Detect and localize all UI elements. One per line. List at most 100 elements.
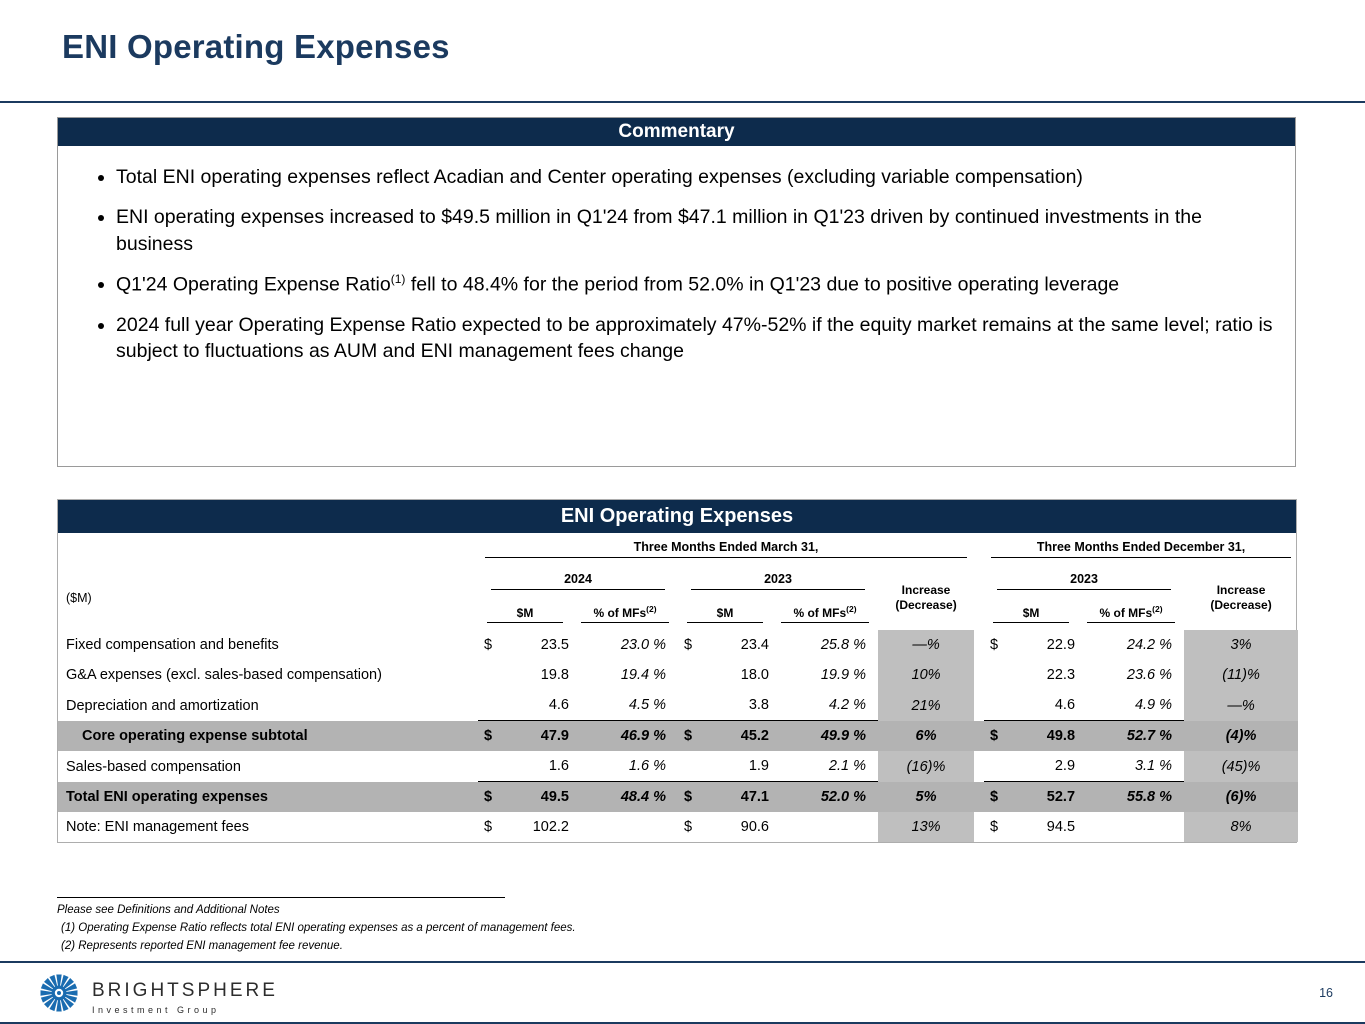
cell-dollar-sign: $ [478,781,502,812]
pct-col-header: % of MFs(2) [572,597,678,630]
eni-expenses-table: Three Months Ended March 31, Three Month… [58,533,1299,842]
cell-dollar-sign: $ [984,720,1009,751]
cell-value: 23.4 [740,637,769,653]
table-row-subtotal: Core operating expense subtotal $ 47.9 4… [58,720,1299,751]
cell-value: 4.6 [502,690,572,721]
cell-value: 3.8 [702,690,772,721]
dollar-col-header: $M [678,597,772,630]
cell-dollar-sign [678,690,702,721]
footer-divider-top [0,961,1365,963]
col-group-march: Three Months Ended March 31, [478,533,974,565]
increase-decrease-header-december: Increase (Decrease) [1210,582,1272,612]
year-header-2023-march: 2023 [678,565,878,597]
cell-dollar-sign: $ [684,819,693,835]
cell-dollar-sign [984,751,1009,782]
cell-percent: 4.9 % [1078,690,1185,721]
cell-increase: 21% [878,690,975,721]
table-row: G&A expenses (excl. sales-based compensa… [58,660,1299,690]
cell-dollar-sign [678,660,702,690]
table-row-total: Total ENI operating expenses $ 49.5 48.4… [58,781,1299,812]
cell-increase: 10% [878,660,975,690]
cell-dollar-sign: $ [478,720,502,751]
cell-percent: 48.4 % [572,781,678,812]
brand-name: BRIGHTSPHERE [92,980,278,1001]
cell-percent [1078,812,1184,842]
cell-percent [772,812,878,842]
cell-percent: 46.9 % [572,720,678,751]
row-label: G&A expenses (excl. sales-based compensa… [66,667,382,683]
cell-increase: 6% [878,720,975,751]
cell-spacer [974,781,985,812]
cell-dollar-sign: $ [678,781,702,812]
cell-dollar-sign [678,751,702,782]
row-label: Note: ENI management fees [66,819,249,835]
bullet-item: Q1'24 Operating Expense Ratio(1) fell to… [116,271,1295,298]
row-label: Fixed compensation and benefits [66,637,279,653]
cell-percent: 1.6 % [572,751,678,782]
cell-value: 19.8 [540,667,569,683]
year-header-2024-march: 2024 [478,565,678,597]
cell-increase: 5% [878,781,975,812]
cell-percent: 3.1 % [1078,751,1185,782]
cell-percent: 23.6 % [1126,667,1173,683]
cell-percent [572,812,678,842]
dollar-col-header: $M [478,597,572,630]
brand-block: BRIGHTSPHERE Investment Group [92,980,278,1015]
cell-percent: 23.0 % [620,637,666,653]
cell-spacer [974,690,984,721]
cell-dollar-sign: $ [990,819,999,835]
title-divider [0,101,1365,103]
cell-increase: (6)% [1184,781,1299,812]
footnote-ref-1: (1) [390,271,406,286]
cell-dollar-sign: $ [678,720,702,751]
cell-increase: (11)% [1184,660,1299,690]
cell-dollar-sign [478,660,502,690]
cell-percent: 19.4 % [620,667,666,683]
cell-percent: 25.8 % [820,637,866,653]
cell-value: 22.3 [1046,667,1076,683]
cell-percent: 4.5 % [572,690,678,721]
increase-decrease-header-march: Increase (Decrease) [895,582,957,612]
cell-increase: 13% [878,812,975,842]
footer-divider-bottom [0,1022,1365,1024]
cell-increase: 3% [1184,630,1299,660]
cell-increase: —% [1184,690,1299,721]
table-row: Sales-based compensation 1.6 1.6 % 1.9 2… [58,751,1299,782]
cell-value: 1.9 [702,751,772,782]
cell-increase: (16)% [878,751,975,782]
row-label: Total ENI operating expenses [58,781,478,812]
cell-dollar-sign: $ [484,819,493,835]
cell-dollar-sign [984,660,1008,690]
pct-col-header: % of MFs(2) [772,597,878,630]
cell-spacer [974,751,984,782]
cell-dollar-sign: $ [984,781,1009,812]
cell-dollar-sign [478,751,502,782]
row-label: Sales-based compensation [66,758,241,775]
cell-value: 1.6 [502,751,572,782]
cell-value: 45.2 [702,720,772,751]
cell-increase: (45)% [1184,751,1299,782]
cell-dollar-sign [984,690,1009,721]
footnote-line: (2) Represents reported ENI management f… [61,939,343,952]
cell-spacer [974,660,984,690]
page-title: ENI Operating Expenses [62,28,450,65]
footnotes: Please see Definitions and Additional No… [57,902,576,955]
commentary-header: Commentary [58,118,1295,146]
eni-expenses-table-panel: ENI Operating Expenses Three Months Ende… [57,499,1299,843]
cell-spacer [974,812,984,842]
commentary-bullets: Total ENI operating expenses reflect Aca… [58,164,1295,364]
cell-value: 102.2 [532,819,569,835]
year-header-2023-december: 2023 [984,565,1184,597]
cell-value: 52.7 [1008,781,1079,812]
table-header-years: ($M) 2024 2023 Increase (Decrease) 2023 I… [58,565,1298,612]
brand-subtitle: Investment Group [92,1005,220,1015]
commentary-panel: Commentary Total ENI operating expenses … [57,117,1296,467]
bullet-item: 2024 full year Operating Expense Ratio e… [116,312,1295,365]
cell-value: 23.5 [540,637,569,653]
cell-spacer [974,720,985,751]
cell-value: 4.6 [1008,690,1079,721]
cell-increase: 8% [1184,812,1299,842]
page-number: 16 [1319,986,1333,1000]
table-row: Depreciation and amortization 4.6 4.5 % … [58,690,1299,721]
